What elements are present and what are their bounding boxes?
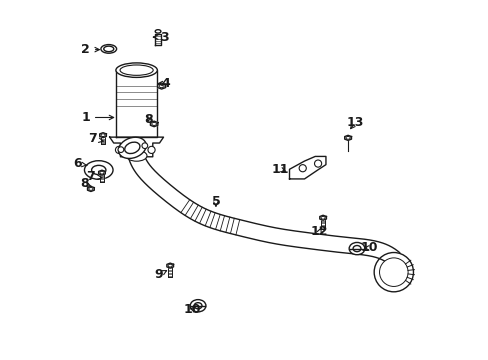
Text: 7: 7 [88, 132, 103, 145]
Ellipse shape [101, 45, 116, 53]
Text: 2: 2 [81, 43, 99, 56]
Polygon shape [166, 263, 173, 268]
Ellipse shape [155, 30, 161, 33]
Polygon shape [109, 137, 163, 157]
Ellipse shape [126, 150, 147, 161]
Polygon shape [100, 174, 104, 182]
Polygon shape [99, 170, 105, 175]
Polygon shape [320, 219, 325, 229]
Polygon shape [289, 157, 325, 179]
Polygon shape [87, 186, 94, 192]
Polygon shape [126, 140, 399, 265]
Text: 1: 1 [81, 111, 113, 124]
Ellipse shape [142, 143, 147, 149]
Ellipse shape [190, 300, 205, 312]
Polygon shape [157, 83, 165, 89]
Ellipse shape [299, 165, 305, 172]
Ellipse shape [159, 84, 164, 88]
Text: 11: 11 [271, 163, 288, 176]
Text: 10: 10 [183, 303, 201, 316]
Text: 5: 5 [211, 195, 220, 208]
Ellipse shape [320, 216, 325, 219]
Text: 13: 13 [346, 116, 363, 129]
Text: 10: 10 [360, 241, 378, 255]
Ellipse shape [118, 137, 146, 158]
Polygon shape [100, 133, 106, 138]
Ellipse shape [91, 165, 106, 175]
Ellipse shape [151, 122, 156, 125]
Ellipse shape [84, 161, 113, 179]
Ellipse shape [379, 258, 407, 287]
Ellipse shape [103, 46, 114, 51]
Ellipse shape [314, 160, 321, 167]
Text: 4: 4 [158, 77, 170, 90]
Ellipse shape [101, 134, 105, 136]
Ellipse shape [194, 303, 202, 309]
Ellipse shape [373, 252, 413, 292]
Ellipse shape [120, 65, 153, 75]
Ellipse shape [345, 136, 349, 139]
Ellipse shape [100, 171, 104, 174]
Text: 12: 12 [310, 225, 327, 238]
Ellipse shape [115, 146, 122, 153]
Text: 3: 3 [153, 31, 168, 44]
Ellipse shape [118, 147, 123, 153]
Ellipse shape [352, 246, 360, 252]
Polygon shape [319, 215, 326, 220]
Polygon shape [150, 121, 158, 127]
Ellipse shape [348, 242, 364, 255]
Polygon shape [116, 70, 157, 137]
Text: 8: 8 [80, 177, 91, 190]
Ellipse shape [168, 264, 172, 267]
Polygon shape [168, 267, 172, 277]
Ellipse shape [148, 146, 155, 153]
Text: 9: 9 [154, 268, 166, 281]
Polygon shape [344, 135, 351, 140]
Text: 6: 6 [73, 157, 87, 170]
Ellipse shape [88, 188, 93, 190]
Text: 7: 7 [86, 170, 102, 183]
Polygon shape [155, 34, 161, 45]
Text: 8: 8 [144, 113, 153, 126]
Polygon shape [101, 136, 105, 144]
Ellipse shape [124, 142, 140, 154]
Ellipse shape [116, 63, 157, 77]
